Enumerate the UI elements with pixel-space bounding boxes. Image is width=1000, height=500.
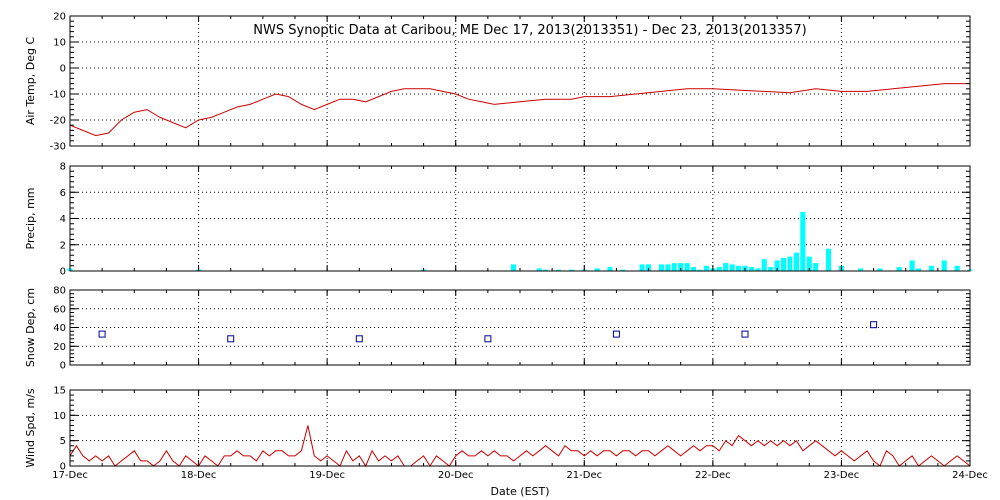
x-tick-label: 17-Dec [52, 470, 88, 481]
y-tick-label: 10 [53, 411, 66, 422]
precip-bar [954, 265, 960, 272]
precip-bar [703, 265, 709, 272]
precip-bar [639, 264, 645, 271]
precip-bar [748, 267, 754, 271]
precip-bar [556, 269, 562, 271]
x-tick-label: 21-Dec [566, 470, 602, 481]
precip-bar [858, 268, 864, 271]
y-tick-label: 20 [53, 342, 66, 353]
y-tick-label: 6 [60, 188, 66, 199]
precip-bar [697, 269, 703, 271]
precip-bar [793, 252, 799, 271]
x-axis-label: Date (EST) [490, 485, 549, 498]
y-tick-label: 80 [53, 286, 66, 297]
precip-bar [909, 260, 915, 271]
precip-bar [896, 267, 902, 271]
precip-bar [671, 263, 677, 271]
precip-bar [761, 259, 767, 271]
precip-bar [665, 264, 671, 271]
precip-bar [826, 248, 832, 271]
snow-depth-point [612, 330, 620, 338]
precip-bar [620, 269, 626, 271]
x-tick-label: 19-Dec [309, 470, 345, 481]
precip-bar [813, 263, 819, 271]
chart-title: NWS Synoptic Data at Caribou, ME Dec 17,… [253, 23, 806, 38]
y-tick-label: 20 [53, 12, 66, 23]
precip-bar [916, 268, 922, 271]
snow-depth-point [355, 335, 363, 343]
y-axis-label: Precip, mm [24, 188, 37, 250]
precip-bar [543, 269, 549, 271]
precip-bar [729, 264, 735, 271]
precip-bar [568, 269, 574, 271]
precip-bar [768, 267, 774, 271]
precip-bar [806, 256, 812, 271]
precip-bar [678, 263, 684, 271]
series-line [69, 425, 971, 468]
series-line [69, 83, 970, 137]
precip-bar [716, 267, 722, 271]
y-tick-label: 5 [60, 436, 66, 447]
precip-bar [607, 267, 613, 271]
y-tick-label: 15 [53, 386, 66, 397]
y-tick-label: 0 [60, 267, 66, 278]
x-tick-label: 23-Dec [824, 470, 860, 481]
y-tick-label: -30 [50, 142, 66, 153]
y-tick-label: -10 [50, 90, 66, 101]
snow-depth-point [227, 335, 235, 343]
panels: -30 -20 -10 0 10 20 Air Temp, Deg C 0 2 4 6 8 Precip… [24, 12, 988, 482]
precip-bar [536, 268, 542, 271]
precip-bar [684, 263, 690, 271]
y-tick-label: 60 [53, 304, 66, 315]
y-tick-label: 0 [60, 361, 66, 372]
precip-bar [723, 263, 729, 271]
y-tick-label: 0 [60, 462, 66, 473]
y-axis-label: Snow Dep, cm [24, 288, 37, 367]
precip-bar [646, 264, 652, 271]
snow-depth-point [484, 335, 492, 343]
y-tick-label: 2 [60, 240, 66, 251]
precip-bar [658, 264, 664, 271]
x-tick-label: 24-Dec [952, 470, 988, 481]
snow-depth-point [98, 330, 106, 338]
y-tick-label: 40 [53, 323, 66, 334]
y-axis-label: Wind Spd, m/s [24, 388, 37, 468]
precip-bar [877, 268, 883, 271]
panel-frame [69, 389, 971, 467]
y-tick-label: 4 [60, 214, 66, 225]
y-tick-label: -20 [50, 116, 66, 127]
precip-bar [781, 257, 787, 271]
precip-bar [736, 265, 742, 272]
precip-bar [774, 260, 780, 271]
precip-bar [928, 265, 934, 272]
precip-bar [691, 267, 697, 271]
precip-bar [511, 264, 517, 271]
x-tick-label: 18-Dec [181, 470, 217, 481]
y-axis-label: Air Temp, Deg C [24, 37, 37, 126]
precip-bar [800, 211, 806, 271]
panel-air-temp: -30 -20 -10 0 10 20 Air Temp, Deg C [24, 12, 971, 153]
precip-bar [755, 268, 761, 271]
panel-wind-speed: 0 5 10 15 Wind Spd, m/s [24, 386, 971, 473]
precip-bar [787, 256, 793, 271]
y-tick-label: 8 [60, 162, 66, 173]
panel-precip: 0 2 4 6 8 Precip, mm [24, 162, 973, 278]
snow-depth-point [870, 321, 878, 329]
precip-bar [594, 268, 600, 271]
snow-depth-point [741, 330, 749, 338]
precip-bar [941, 260, 947, 271]
y-tick-label: 0 [60, 64, 66, 75]
y-tick-label: 10 [53, 38, 66, 49]
panel-snow-depth: 0 20 40 60 80 Snow Dep, cm [24, 286, 971, 372]
x-tick-label: 20-Dec [438, 470, 474, 481]
x-tick-label: 22-Dec [695, 470, 731, 481]
